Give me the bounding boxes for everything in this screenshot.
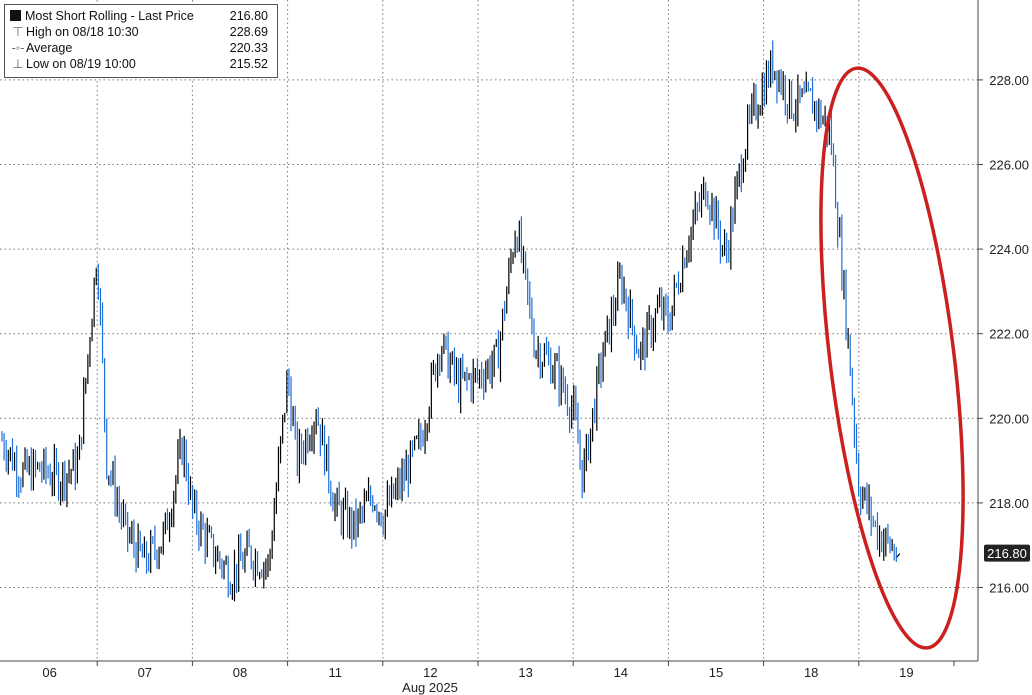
x-axis-ticks: 06 07 08 11 12 13 14 15 18 19 [42,661,955,680]
legend-high-label: High on 08/18 10:30 [26,25,139,39]
x-tick-label: 13 [518,665,532,680]
last-price-badge-label: 216.80 [987,546,1027,561]
legend-high-row: ⊤ High on 08/18 10:30 228.69 [10,24,272,40]
legend-average-label: Average [26,41,73,55]
chart-legend: Most Short Rolling - Last Price 216.80 ⊤… [4,4,278,78]
legend-average-row: -◦- Average 220.33 [10,40,272,56]
legend-average-value: 220.33 [229,41,268,55]
x-tick-label: 08 [233,665,247,680]
series-swatch-icon [10,10,21,21]
x-axis-label: Aug 2025 [402,680,458,695]
low-marker-icon: ⊥ [12,57,24,71]
average-marker-icon: -◦- [11,41,25,55]
x-tick-label: 18 [804,665,818,680]
y-axis-ticks: 216.00 218.00 220.00 222.00 224.00 226.00 228.… [978,73,1029,596]
x-tick-label: 07 [138,665,152,680]
y-tick-label: 218.00 [989,496,1029,511]
x-tick-label: 19 [899,665,913,680]
y-tick-label: 226.00 [989,158,1029,173]
x-tick-label: 11 [328,665,342,680]
last-price-badge: 216.80 [984,544,1030,562]
legend-low-value: 215.52 [229,57,268,71]
y-tick-label: 216.00 [989,581,1029,596]
last-price-badge-box [984,544,1030,562]
price-candle [896,553,901,558]
y-tick-label: 220.00 [989,411,1029,426]
x-tick-label: 14 [614,665,628,680]
x-tick-label: 12 [423,665,437,680]
x-tick-label: 06 [42,665,56,680]
price-candles [1,40,901,602]
y-tick-label: 224.00 [989,242,1029,257]
legend-series-name: Most Short Rolling - Last Price [25,9,194,23]
legend-last-value: 216.80 [229,9,268,23]
annotation-ellipse [819,66,965,650]
legend-high-value: 228.69 [229,25,268,39]
y-tick-label: 222.00 [989,327,1029,342]
high-marker-icon: ⊤ [12,25,24,39]
legend-low-label: Low on 08/19 10:00 [26,57,136,71]
x-tick-label: 15 [709,665,723,680]
y-tick-label: 228.00 [989,73,1029,88]
legend-low-row: ⊥ Low on 08/19 10:00 215.52 [10,56,272,72]
legend-series-row: Most Short Rolling - Last Price 216.80 [10,8,272,24]
gridlines [0,0,978,661]
